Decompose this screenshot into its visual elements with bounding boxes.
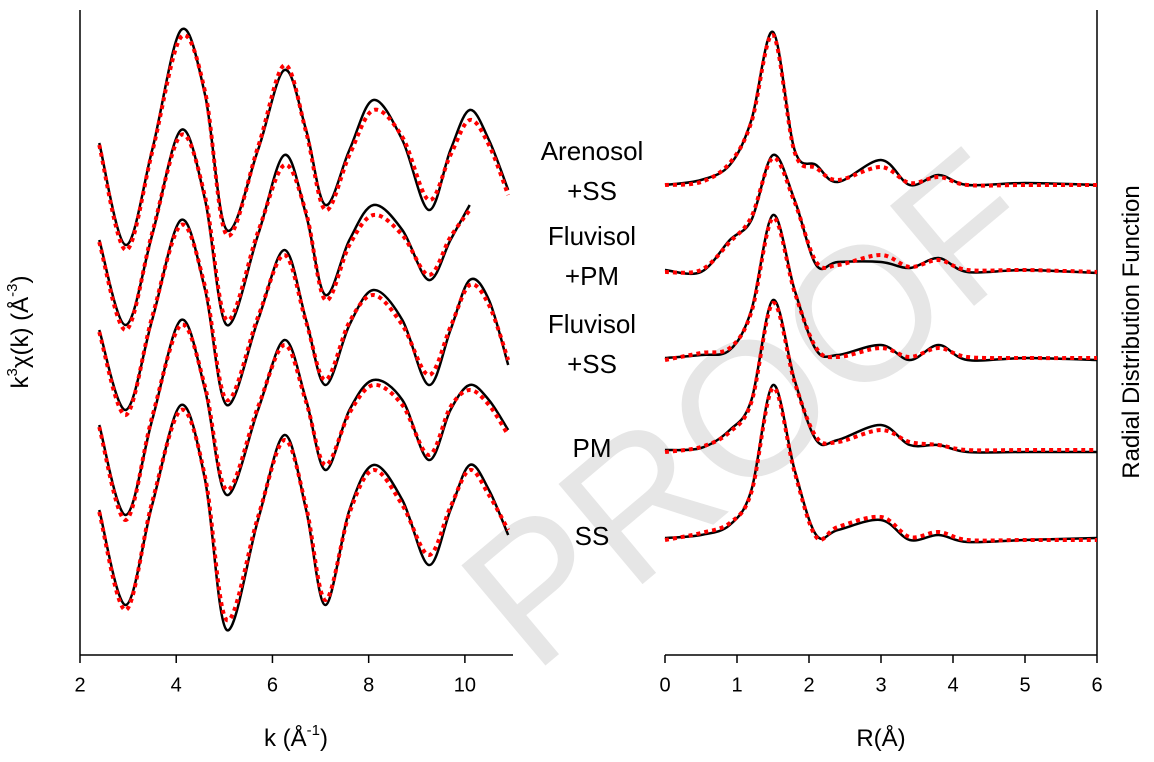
x-tick-label: 10 — [454, 674, 476, 696]
watermark: PROOF — [424, 110, 1078, 707]
axis-title-part: -1 — [307, 722, 320, 739]
axis-title: Radial Distribution Function — [1118, 185, 1145, 478]
axis-title: k (Å-1) — [264, 722, 328, 752]
curve-label: +SS — [567, 349, 617, 379]
fit-line — [664, 32, 1097, 188]
x-tick-label: 2 — [74, 674, 85, 696]
data-line — [98, 318, 510, 517]
axis-title-part: -3 — [4, 284, 21, 297]
x-tick-label: 5 — [1019, 674, 1030, 696]
curve-label: PM — [573, 433, 612, 463]
axis-title-part: ) — [7, 276, 34, 284]
x-tick-label: 6 — [267, 674, 278, 696]
curve-label: SS — [575, 521, 610, 551]
curve-label: +PM — [565, 261, 619, 291]
fit-line — [664, 215, 1098, 362]
fit-line — [664, 385, 1097, 543]
fit-line — [97, 33, 511, 252]
axis-title-part: ) — [320, 725, 328, 752]
axis-title: k3χ(k) (Å-3) — [4, 276, 34, 389]
axis-title-part: χ(k) (Å — [6, 297, 34, 368]
axis-title: R(Å) — [856, 724, 905, 752]
x-tick-label: 8 — [363, 674, 374, 696]
x-tick-label: 4 — [947, 674, 958, 696]
x-tick-label: 3 — [875, 674, 886, 696]
x-tick-label: 0 — [659, 674, 670, 696]
axis-title-part: Radial Distribution Function — [1118, 185, 1145, 478]
x-tick-label: 1 — [731, 674, 742, 696]
curve-label: Arenosol — [541, 136, 644, 166]
curve-label: Fluvisol — [548, 221, 636, 251]
fit-line — [97, 222, 511, 418]
axis-title-part: R(Å) — [856, 724, 905, 752]
fit-line — [664, 156, 1098, 275]
x-tick-label: 2 — [803, 674, 814, 696]
curve-label: Fluvisol — [548, 309, 636, 339]
x-tick-label: 4 — [171, 674, 182, 696]
x-tick-label: 6 — [1091, 674, 1102, 696]
data-line — [98, 27, 510, 247]
axis-title-part: 3 — [4, 368, 21, 376]
fit-line — [97, 407, 510, 623]
fit-line — [97, 132, 472, 333]
axis-title-part: k (Å — [264, 724, 307, 752]
fit-line — [664, 300, 1097, 454]
curve-label: +SS — [567, 176, 617, 206]
fit-line — [97, 322, 510, 523]
axis-title-part: k — [7, 375, 34, 388]
data-line — [664, 30, 1098, 187]
